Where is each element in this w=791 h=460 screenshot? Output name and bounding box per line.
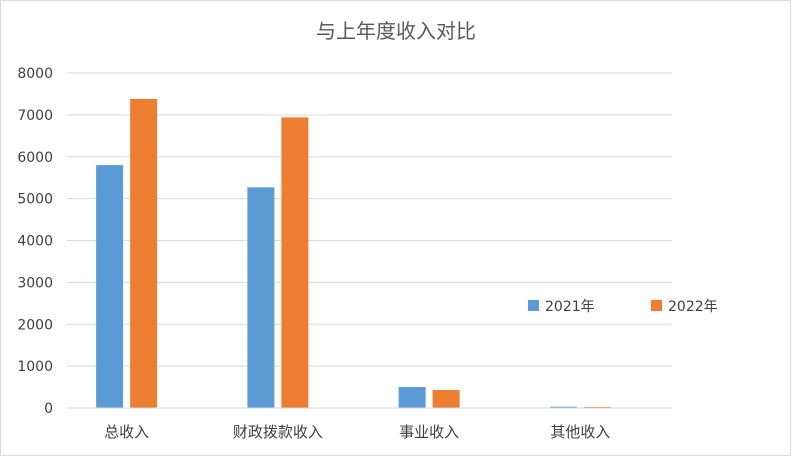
y-tick-label: 5000	[17, 192, 53, 208]
y-axis-ticks: 0 1000 2000 3000 4000 5000 6000 7000 8000	[17, 66, 53, 417]
y-tick-label: 2000	[17, 317, 53, 333]
x-category-label: 总收入	[104, 423, 149, 441]
x-category-label: 事业收入	[399, 423, 459, 441]
y-tick-label: 6000	[17, 150, 53, 166]
x-category-label: 财政拨款收入	[233, 423, 323, 441]
legend: 2021年 2022年	[528, 299, 718, 315]
bar	[432, 389, 460, 408]
y-tick-label: 3000	[17, 275, 53, 291]
gridlines	[67, 72, 672, 367]
legend-swatch	[528, 300, 539, 311]
legend-label: 2022年	[668, 299, 718, 315]
bar	[247, 187, 275, 408]
y-tick-label: 0	[44, 401, 53, 417]
bar	[398, 387, 426, 408]
chart-title: 与上年度收入对比	[316, 19, 476, 43]
bar	[549, 406, 577, 408]
y-tick-label: 4000	[17, 234, 53, 250]
bars	[96, 98, 611, 409]
bar	[130, 98, 158, 409]
y-tick-label: 8000	[17, 66, 53, 82]
bar	[281, 117, 309, 408]
x-axis-categories: 总收入 财政拨款收入 事业收入 其他收入	[104, 423, 610, 441]
bar	[96, 165, 124, 408]
bar	[583, 406, 611, 408]
x-category-label: 其他收入	[550, 423, 610, 441]
y-tick-label: 7000	[17, 108, 53, 124]
legend-swatch	[651, 300, 662, 311]
y-tick-label: 1000	[17, 359, 53, 375]
legend-label: 2021年	[545, 299, 595, 315]
